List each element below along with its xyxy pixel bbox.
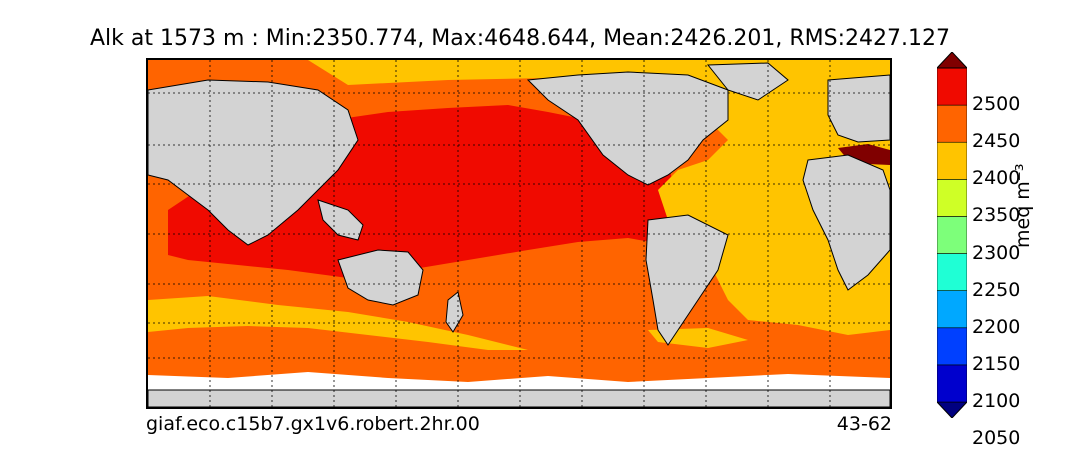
colorbar-unit-label: meq m⁻³ — [1012, 163, 1034, 248]
years-label: 43-62 — [836, 413, 892, 435]
colorbar-tick-label: 2150 — [972, 352, 1021, 375]
colorbar-tick-label: 2500 — [972, 93, 1021, 116]
plot-title: Alk at 1573 m : Min:2350.774, Max:4648.6… — [90, 26, 950, 51]
colorbar-segment — [937, 253, 967, 291]
colorbar-tick-label: 2450 — [972, 130, 1021, 153]
colorbar-segment — [937, 141, 967, 180]
colorbar-segment — [937, 327, 967, 366]
colorbar-tick-label: 2100 — [972, 390, 1021, 412]
colorbar-tick-label: 2050 — [972, 427, 1021, 450]
colorbar-segment — [937, 104, 967, 143]
colorbar-tick-label: 2250 — [972, 278, 1021, 301]
colorbar-extend-high — [937, 52, 967, 69]
colorbar-segment — [937, 290, 967, 329]
land-masses — [148, 62, 890, 407]
case-name-label: giaf.eco.c15b7.gx1v6.robert.2hr.00 — [146, 413, 480, 435]
colorbar-segment — [937, 216, 967, 254]
colorbar-segment — [937, 67, 967, 106]
colorbar-extend-low — [937, 401, 967, 418]
world-map — [148, 60, 890, 407]
colorbar — [937, 52, 967, 418]
colorbar-tick-label: 2200 — [972, 315, 1021, 338]
map-panel — [146, 58, 892, 409]
graticule — [148, 60, 890, 407]
colorbar-tick-label: 2350 — [972, 204, 1021, 227]
colorbar-segment — [937, 364, 967, 403]
colorbar-segments — [937, 52, 967, 418]
colorbar-tick-label: 2300 — [972, 241, 1021, 264]
colorbar-tick-label: 2400 — [972, 167, 1021, 190]
colorbar-segment — [937, 179, 967, 217]
